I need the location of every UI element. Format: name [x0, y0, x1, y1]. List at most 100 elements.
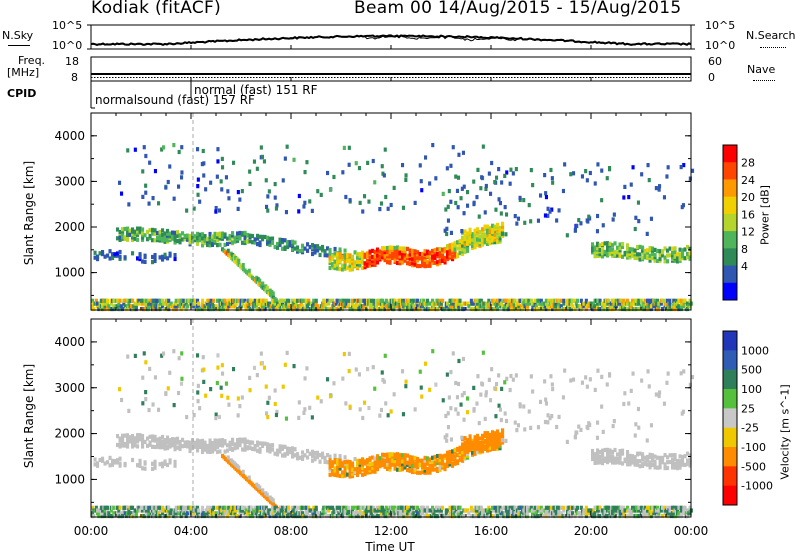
data-cell [554, 306, 558, 312]
data-cell [466, 203, 470, 208]
data-cell [371, 461, 375, 466]
data-cell [138, 463, 142, 468]
data-cell [279, 298, 283, 303]
data-cell [584, 513, 588, 519]
data-cell [136, 301, 140, 306]
data-cell [209, 505, 213, 510]
data-cell [328, 454, 332, 459]
data-cell [488, 234, 492, 239]
data-cell [255, 373, 259, 378]
data-cell [176, 445, 180, 450]
data-cell [96, 304, 100, 309]
data-cell [421, 461, 425, 466]
data-cell [147, 298, 151, 303]
data-cell [606, 454, 610, 459]
data-cell [478, 441, 482, 446]
data-cell [101, 511, 105, 516]
data-cell [128, 437, 132, 442]
data-cell [173, 253, 177, 258]
data-cell [336, 266, 340, 271]
data-cell [626, 462, 630, 467]
data-cell [251, 240, 255, 245]
data-cell [495, 382, 499, 387]
data-cell [118, 237, 122, 242]
data-cell [209, 298, 213, 303]
data-cell [672, 298, 676, 303]
data-cell [328, 462, 332, 467]
data-cell [196, 383, 200, 388]
data-cell [536, 218, 540, 223]
data-cell [273, 508, 277, 513]
data-cell [611, 249, 615, 254]
data-cell [268, 513, 272, 519]
data-cell [107, 306, 111, 312]
data-cell [352, 511, 356, 516]
data-cell [408, 261, 412, 267]
data-cell [476, 298, 480, 303]
data-cell [152, 508, 156, 513]
data-cell [418, 513, 422, 519]
data-cell [493, 505, 497, 510]
data-cell [183, 443, 187, 448]
data-cell [549, 301, 553, 306]
data-cell [379, 201, 383, 206]
data-cell [308, 405, 312, 410]
data-cell [291, 453, 295, 458]
data-cell [496, 436, 500, 441]
data-cell [619, 298, 623, 303]
data-cell [127, 301, 131, 306]
data-cell [371, 365, 375, 370]
data-cell [131, 298, 135, 303]
data-cell [398, 246, 402, 251]
data-cell [446, 248, 450, 253]
data-cell [534, 304, 538, 309]
data-cell [206, 443, 210, 448]
data-cell [496, 429, 500, 434]
data-cell [138, 301, 142, 306]
data-cell [258, 240, 262, 245]
data-cell [401, 163, 405, 168]
data-cell [267, 511, 271, 516]
data-cell [331, 298, 335, 303]
data-cell [673, 461, 677, 466]
data-cell [213, 441, 217, 446]
data-cell [198, 513, 202, 519]
data-cell [153, 511, 157, 516]
data-cell [141, 442, 145, 447]
data-cell [167, 301, 171, 306]
data-cell [611, 247, 615, 252]
data-cell [304, 306, 308, 312]
data-cell [612, 419, 616, 424]
data-cell [128, 231, 132, 236]
data-cell [666, 460, 670, 465]
data-cell [458, 301, 462, 306]
data-cell [526, 301, 530, 306]
data-cell [493, 386, 497, 391]
data-cell [265, 285, 269, 290]
data-cell [416, 505, 420, 510]
data-cell [180, 170, 184, 175]
data-cell [582, 508, 586, 513]
data-cell [273, 401, 277, 407]
data-cell [358, 200, 362, 205]
data-cell [647, 505, 651, 510]
data-cell [661, 253, 665, 258]
data-cell [509, 373, 513, 379]
data-cell [328, 251, 332, 256]
data-cell [119, 304, 123, 309]
data-cell [392, 508, 396, 513]
data-cell [131, 444, 135, 449]
data-cell [361, 472, 365, 477]
data-cell [673, 246, 677, 251]
data-cell [373, 513, 377, 519]
data-cell [161, 445, 165, 450]
data-cell [584, 169, 588, 174]
data-cell [543, 213, 547, 218]
data-cell [168, 438, 172, 443]
data-cell [118, 505, 122, 510]
data-cell [651, 246, 655, 251]
data-cell [227, 505, 231, 510]
data-cell [331, 468, 335, 474]
data-cell [623, 184, 627, 189]
data-cell [223, 505, 227, 510]
